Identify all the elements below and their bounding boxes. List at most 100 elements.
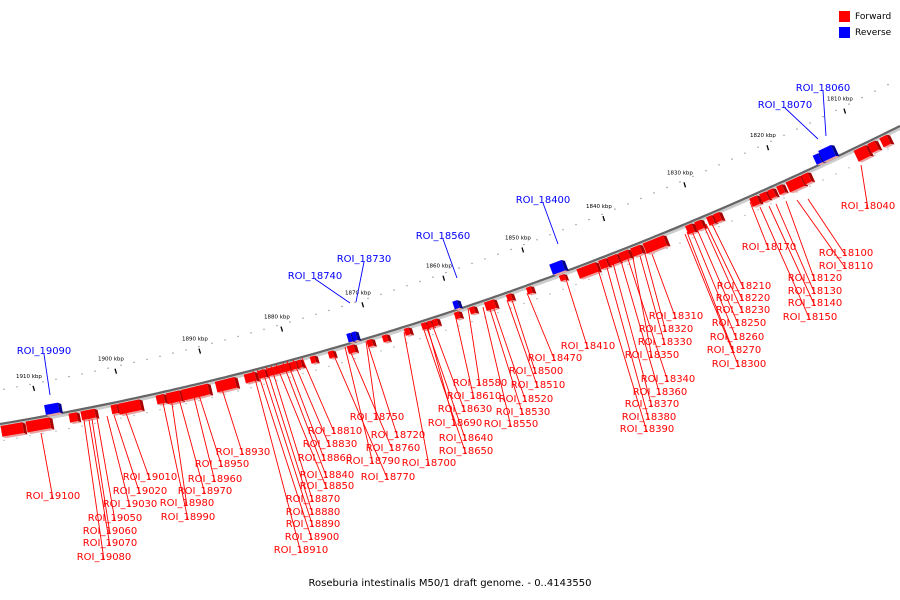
leader-line xyxy=(526,292,556,362)
leader-line xyxy=(256,369,313,541)
lower-dot xyxy=(731,220,733,222)
forward-gene-label: ROI_18260 xyxy=(710,332,765,343)
scale-dot xyxy=(692,175,694,178)
forward-gene-label: ROI_18970 xyxy=(178,486,233,497)
forward-gene xyxy=(431,318,443,328)
leader-line xyxy=(482,306,512,428)
scale-tick-label: 1880 kbp xyxy=(264,315,290,321)
lower-dot xyxy=(822,179,824,181)
legend-label-reverse: Reverse xyxy=(855,27,892,38)
scale-dot xyxy=(81,373,83,375)
lower-dot xyxy=(549,293,551,295)
lower-dot xyxy=(159,409,161,411)
forward-gene-label: ROI_18360 xyxy=(633,387,688,398)
lower-dot xyxy=(133,414,135,417)
forward-gene-label: ROI_18500 xyxy=(509,366,564,377)
forward-gene xyxy=(853,145,874,163)
leader-line xyxy=(96,417,116,522)
backbone-shadow xyxy=(0,126,900,428)
scale-dot xyxy=(536,239,538,241)
scale-dot xyxy=(354,301,356,304)
forward-gene xyxy=(776,184,789,196)
scale-tick xyxy=(602,215,606,222)
scale-dot xyxy=(380,293,382,295)
lower-dot xyxy=(432,333,434,336)
leader-line xyxy=(775,203,816,295)
forward-gene-label: ROI_18960 xyxy=(188,474,243,485)
forward-gene-label: ROI_18750 xyxy=(350,412,405,423)
scale-dot xyxy=(471,262,473,265)
lower-dot xyxy=(94,422,96,425)
scale-tick-label: 1900 kbp xyxy=(98,357,124,363)
leader-line xyxy=(454,313,475,400)
scale-dot xyxy=(887,83,889,86)
forward-gene-label: ROI_18850 xyxy=(300,481,355,492)
scale-tick xyxy=(114,368,118,374)
lower-dot xyxy=(55,430,57,432)
forward-gene xyxy=(630,244,647,258)
scale-dot xyxy=(835,109,837,112)
leader-line xyxy=(125,412,151,481)
forward-swatch xyxy=(839,11,850,22)
leader-line xyxy=(506,299,539,389)
lower-dot xyxy=(198,399,200,402)
lower-dot xyxy=(783,197,785,199)
leader-line xyxy=(564,275,589,350)
forward-gene-label: ROI_18930 xyxy=(216,447,271,458)
scale-dot xyxy=(640,197,642,200)
reverse-gene-label: ROI_18070 xyxy=(758,100,813,111)
leader-line xyxy=(768,205,816,307)
forward-gene-label: ROI_18320 xyxy=(639,324,694,335)
reverse-gene-label: ROI_18560 xyxy=(416,231,471,242)
legend-label-forward: Forward xyxy=(855,11,892,22)
scale-dot xyxy=(458,267,460,269)
leader-line xyxy=(759,206,811,321)
leader-line xyxy=(632,257,653,359)
leader-line xyxy=(705,223,744,302)
scale-tick xyxy=(32,385,36,391)
scale-dot xyxy=(289,321,291,323)
forward-gene-label: ROI_18990 xyxy=(161,512,216,523)
lower-dot xyxy=(419,338,421,340)
forward-gene xyxy=(25,417,55,434)
forward-gene-label: ROI_18230 xyxy=(716,305,771,316)
scale-dot xyxy=(484,258,486,260)
forward-gene-label: ROI_18690 xyxy=(428,418,483,429)
legend-item-reverse: Reverse xyxy=(839,25,891,40)
forward-gene-label: ROI_18810 xyxy=(308,426,363,437)
leader-line xyxy=(696,228,740,327)
leader-line xyxy=(785,200,816,282)
reverse-gene xyxy=(549,260,569,276)
lower-dot xyxy=(211,396,213,399)
legend-item-forward: Forward xyxy=(839,9,891,24)
leader-line xyxy=(292,359,331,448)
scale-dot xyxy=(744,152,746,154)
forward-gene-label: ROI_19060 xyxy=(83,526,138,537)
scale-dot xyxy=(809,122,811,124)
forward-gene xyxy=(214,377,241,394)
forward-gene-label: ROI_18700 xyxy=(402,458,457,469)
leader-line xyxy=(639,255,666,346)
forward-gene-label: ROI_18140 xyxy=(788,298,843,309)
scale-tick-label: 1850 kbp xyxy=(505,235,531,241)
scale-dot xyxy=(237,335,239,338)
scale-dot xyxy=(29,383,31,386)
leader-line xyxy=(691,230,738,341)
lower-dot xyxy=(120,417,122,419)
leader-line xyxy=(220,385,244,456)
forward-gene xyxy=(346,344,360,356)
leader-line xyxy=(807,198,847,257)
leader-line xyxy=(344,346,374,465)
scale-dot xyxy=(172,352,174,354)
lower-dot xyxy=(445,329,447,331)
scale-dot xyxy=(705,170,707,172)
reverse-gene xyxy=(818,145,840,163)
scale-tick-label: 1890 kbp xyxy=(182,337,208,343)
reverse-gene-label: ROI_18740 xyxy=(288,271,343,282)
scale-tick-label: 1870 kbp xyxy=(345,290,371,296)
reverse-gene-label: ROI_18400 xyxy=(516,195,571,206)
lower-dot xyxy=(887,148,889,150)
leader-line xyxy=(88,419,111,547)
scale-tick xyxy=(766,144,770,151)
leader-line xyxy=(197,391,223,468)
